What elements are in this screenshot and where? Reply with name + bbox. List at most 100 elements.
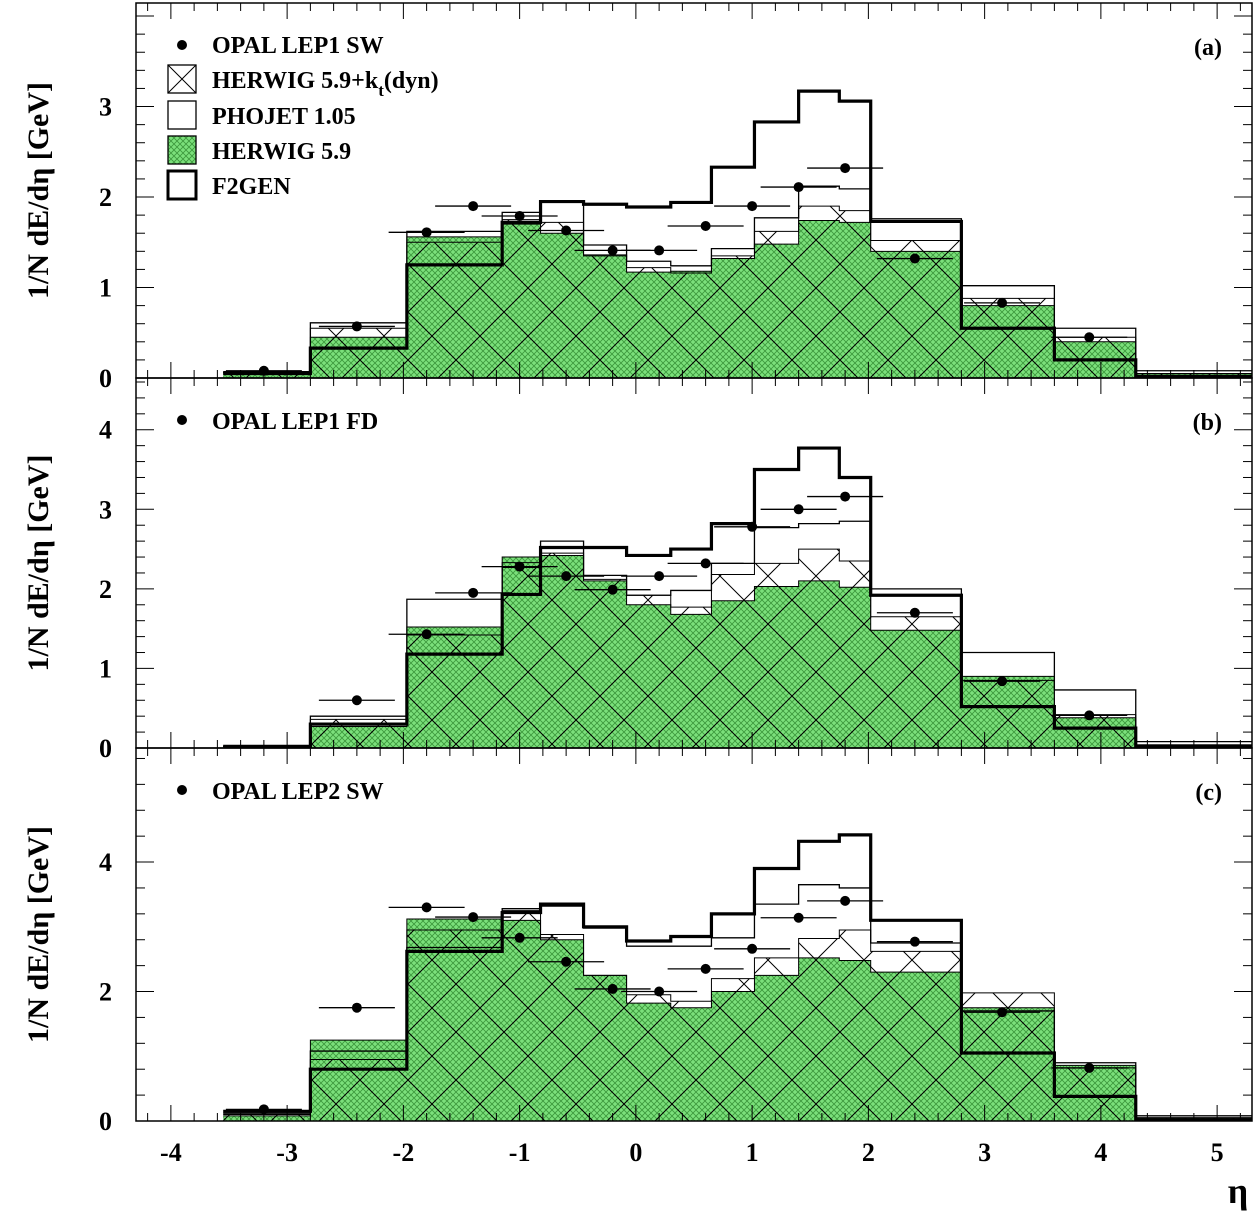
data-point bbox=[421, 902, 432, 913]
legend-label: HERWIG 5.9+kt(dyn) bbox=[212, 68, 439, 100]
y-tick-label: 2 bbox=[99, 575, 112, 604]
x-tick-labels: -4 -3 -2 -1 0 1 2 3 4 5 bbox=[160, 1138, 1224, 1167]
data-point bbox=[654, 245, 665, 256]
y-tick-label: 1 bbox=[99, 274, 112, 303]
data-point bbox=[468, 587, 479, 598]
data-point bbox=[351, 321, 362, 332]
data-marker-icon bbox=[177, 415, 187, 425]
data-point bbox=[700, 220, 711, 231]
data-marker-icon bbox=[177, 40, 187, 50]
data-point bbox=[1084, 710, 1095, 721]
panel-frame bbox=[135, 747, 1253, 1122]
panel-b: 0 1 2 3 4 1/N dE/dη [GeV] (b) OPAL LEP1 FD bbox=[22, 377, 1253, 763]
x-tick-label: -3 bbox=[276, 1138, 298, 1167]
data-point bbox=[909, 253, 920, 264]
x-tick-label: -1 bbox=[509, 1138, 531, 1167]
data-point bbox=[421, 227, 432, 238]
y-tick-label: 0 bbox=[99, 1107, 112, 1136]
data-point bbox=[909, 936, 920, 947]
y-tick-label: 3 bbox=[99, 93, 112, 122]
data-point bbox=[561, 571, 572, 582]
panel-tag: (a) bbox=[1194, 35, 1222, 61]
legend-item-f2gen: F2GEN bbox=[166, 169, 291, 201]
data-point bbox=[351, 1002, 362, 1013]
data-point bbox=[997, 297, 1008, 308]
data-point bbox=[793, 504, 804, 515]
thick-swatch-icon bbox=[166, 169, 198, 201]
data-point bbox=[997, 1007, 1008, 1018]
data-point bbox=[840, 895, 851, 906]
legend-item-data: OPAL LEP1 SW bbox=[177, 33, 384, 59]
x-tick-label: 5 bbox=[1211, 1138, 1224, 1167]
legend-item-herwig-kt: HERWIG 5.9+kt(dyn) bbox=[167, 64, 439, 100]
data-point bbox=[793, 912, 804, 923]
y-tick-label: 4 bbox=[99, 848, 112, 877]
panel-data-label: OPAL LEP1 FD bbox=[212, 409, 378, 435]
y-axis-label: 1/N dE/dη [GeV] bbox=[22, 454, 55, 671]
plot-area bbox=[223, 833, 1252, 1121]
data-point bbox=[421, 629, 432, 640]
data-point bbox=[997, 676, 1008, 687]
f2gen-line bbox=[223, 833, 1252, 1121]
data-point bbox=[1084, 332, 1095, 343]
x-tick-label: 3 bbox=[978, 1138, 991, 1167]
legend-item-herwig: HERWIG 5.9 bbox=[167, 135, 351, 165]
green-swatch-icon bbox=[167, 135, 197, 165]
y-tick-label: 4 bbox=[99, 416, 112, 445]
f2gen-line bbox=[223, 446, 1252, 748]
y-tick-label: 3 bbox=[99, 495, 112, 524]
data-point bbox=[351, 695, 362, 706]
data-point bbox=[607, 245, 618, 256]
panel-data-legend: OPAL LEP2 SW bbox=[177, 779, 384, 805]
y-tick-label: 2 bbox=[99, 978, 112, 1007]
data-point bbox=[468, 201, 479, 212]
plot-area bbox=[223, 446, 1252, 748]
legend: OPAL LEP1 SW HERWIG 5.9+kt(dyn) PHOJET 1.0… bbox=[166, 33, 439, 201]
data-point bbox=[514, 932, 525, 943]
x-tick-label: 2 bbox=[862, 1138, 875, 1167]
legend-item-phojet: PHOJET 1.05 bbox=[167, 100, 356, 130]
y-tick-label: 0 bbox=[99, 364, 112, 393]
data-point bbox=[654, 986, 665, 997]
data-point bbox=[654, 571, 665, 582]
f2gen-line bbox=[223, 89, 1252, 378]
data-point bbox=[468, 912, 479, 923]
y-tick-label: 0 bbox=[99, 734, 112, 763]
panel-tag: (c) bbox=[1195, 780, 1222, 806]
y-axis-label: 1/N dE/dη [GeV] bbox=[22, 826, 55, 1043]
legend-label: PHOJET 1.05 bbox=[212, 104, 356, 130]
panel-a: 0 1 2 3 1/N dE/dη [GeV] (a) bbox=[22, 2, 1253, 393]
herwig-kt-hatch bbox=[223, 206, 1252, 378]
y-axis-label: 1/N dE/dη [GeV] bbox=[22, 82, 55, 299]
panel-data-legend: OPAL LEP1 FD bbox=[177, 409, 378, 435]
open-swatch-icon bbox=[167, 100, 197, 130]
x-tick-label: 1 bbox=[746, 1138, 759, 1167]
data-point bbox=[747, 201, 758, 212]
panel-data-label: OPAL LEP2 SW bbox=[212, 779, 384, 805]
panel-c: 0 2 4 1/N dE/dη [GeV] (c) OPAL LEP2 SW bbox=[22, 747, 1253, 1136]
x-tick-label: 0 bbox=[629, 1138, 642, 1167]
x-tick-label: -4 bbox=[160, 1138, 182, 1167]
data-point bbox=[747, 943, 758, 954]
data-point bbox=[1084, 1062, 1095, 1073]
x-axis-label: η bbox=[1228, 1171, 1248, 1211]
panel-tag: (b) bbox=[1193, 410, 1222, 436]
legend-label: F2GEN bbox=[212, 174, 291, 200]
data-point bbox=[514, 561, 525, 572]
data-point bbox=[607, 983, 618, 994]
data-point bbox=[258, 1104, 269, 1115]
data-point bbox=[561, 225, 572, 236]
plot-area bbox=[223, 89, 1252, 378]
x-tick-label: 4 bbox=[1094, 1138, 1107, 1167]
data-point bbox=[561, 956, 572, 967]
data-marker-icon bbox=[177, 785, 187, 795]
data-point bbox=[909, 607, 920, 618]
data-point bbox=[840, 163, 851, 174]
data-point bbox=[747, 521, 758, 532]
x-tick-label: -2 bbox=[393, 1138, 415, 1167]
data-point bbox=[700, 963, 711, 974]
data-point bbox=[607, 584, 618, 595]
legend-label: HERWIG 5.9 bbox=[212, 139, 351, 165]
data-point bbox=[793, 182, 804, 193]
